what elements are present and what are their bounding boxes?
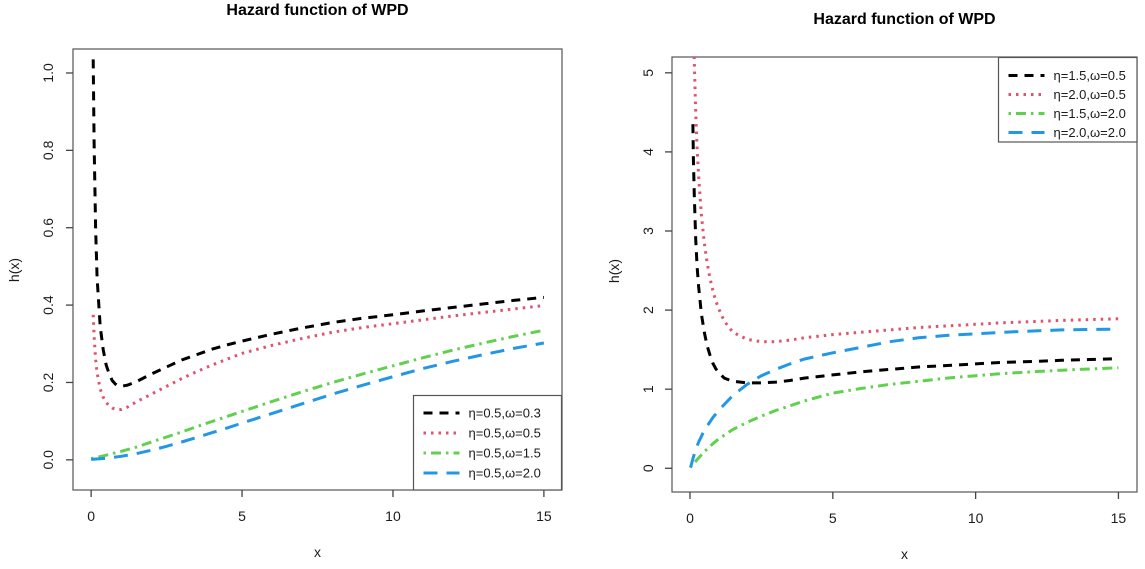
x-tick-label: 0 xyxy=(686,510,694,526)
chart-0: 0 5 10 150.00.20.40.60.81.0η=0.5,ω=0.3η=0.5… xyxy=(40,48,563,524)
x-tick-label: 0 xyxy=(87,508,95,524)
legend: η=0.5,ω=0.3 η=0.5,ω=0.5 η=0.5,ω=1.5 η=0.5,ω… xyxy=(412,394,563,491)
y-tick-label: 0.8 xyxy=(40,140,56,160)
curve-η=0.5,ω=0.3 xyxy=(91,59,545,388)
y-tick-label: 2 xyxy=(640,306,656,314)
legend-label: η=2.0,ω=0.5 xyxy=(1054,87,1126,102)
x-tick-label: 5 xyxy=(829,510,837,526)
y-tick-label: 0.2 xyxy=(40,373,56,393)
legend-label: η=0.5,ω=0.3 xyxy=(469,406,541,421)
curve-η=1.5,ω=0.5 xyxy=(691,124,1119,385)
series-group xyxy=(688,57,1119,469)
x-tick-label: 15 xyxy=(1111,510,1127,526)
legend-box xyxy=(412,394,563,491)
legend-label: η=0.5,ω=1.5 xyxy=(469,446,541,461)
left-x-axis-label: x xyxy=(314,544,321,560)
curve-η=1.5,ω=2.0 xyxy=(688,366,1119,469)
legend-label: η=0.5,ω=0.5 xyxy=(469,426,541,441)
legend-label: η=0.5,ω=2.0 xyxy=(469,466,541,481)
y-tick-label: 3 xyxy=(640,227,656,235)
y-tick-label: 1.0 xyxy=(40,63,56,83)
y-tick-label: 4 xyxy=(640,148,656,156)
y-tick-label: 0.4 xyxy=(40,295,56,315)
curve-η=0.5,ω=1.5 xyxy=(90,328,545,461)
x-tick-label: 10 xyxy=(968,510,984,526)
legend-label: η=1.5,ω=2.0 xyxy=(1054,106,1126,121)
right-chart-title: Hazard function of WPD xyxy=(813,11,996,28)
legend-label: η=2.0,ω=2.0 xyxy=(1054,125,1126,140)
x-tick-label: 5 xyxy=(238,508,246,524)
y-tick-label: 0.0 xyxy=(40,450,56,470)
curve-η=0.5,ω=0.5 xyxy=(91,304,545,411)
series-group xyxy=(90,59,545,461)
plot-box xyxy=(72,48,563,491)
curve-η=0.5,ω=2.0 xyxy=(90,341,545,461)
y-tick-label: 1 xyxy=(640,385,656,393)
legend: η=1.5,ω=0.5 η=2.0,ω=0.5 η=1.5,ω=2.0 η=2.0,ω… xyxy=(997,56,1138,143)
legend-box xyxy=(997,56,1138,143)
legend-label: η=1.5,ω=0.5 xyxy=(1054,68,1126,83)
right-x-axis-label: x xyxy=(901,546,908,562)
y-tick-label: 0 xyxy=(640,464,656,472)
y-tick-label: 0.6 xyxy=(40,218,56,238)
right-y-axis-label: h(x) xyxy=(606,258,622,284)
x-tick-label: 10 xyxy=(385,508,401,524)
x-tick-label: 15 xyxy=(536,508,552,524)
left-y-axis-label: h(x) xyxy=(6,257,22,283)
curve-η=2.0,ω=0.5 xyxy=(692,57,1119,344)
left-chart-title: Hazard function of WPD xyxy=(226,2,409,19)
plot-box xyxy=(671,56,1138,493)
curve-η=2.0,ω=2.0 xyxy=(689,327,1119,468)
y-tick-label: 5 xyxy=(640,69,656,77)
